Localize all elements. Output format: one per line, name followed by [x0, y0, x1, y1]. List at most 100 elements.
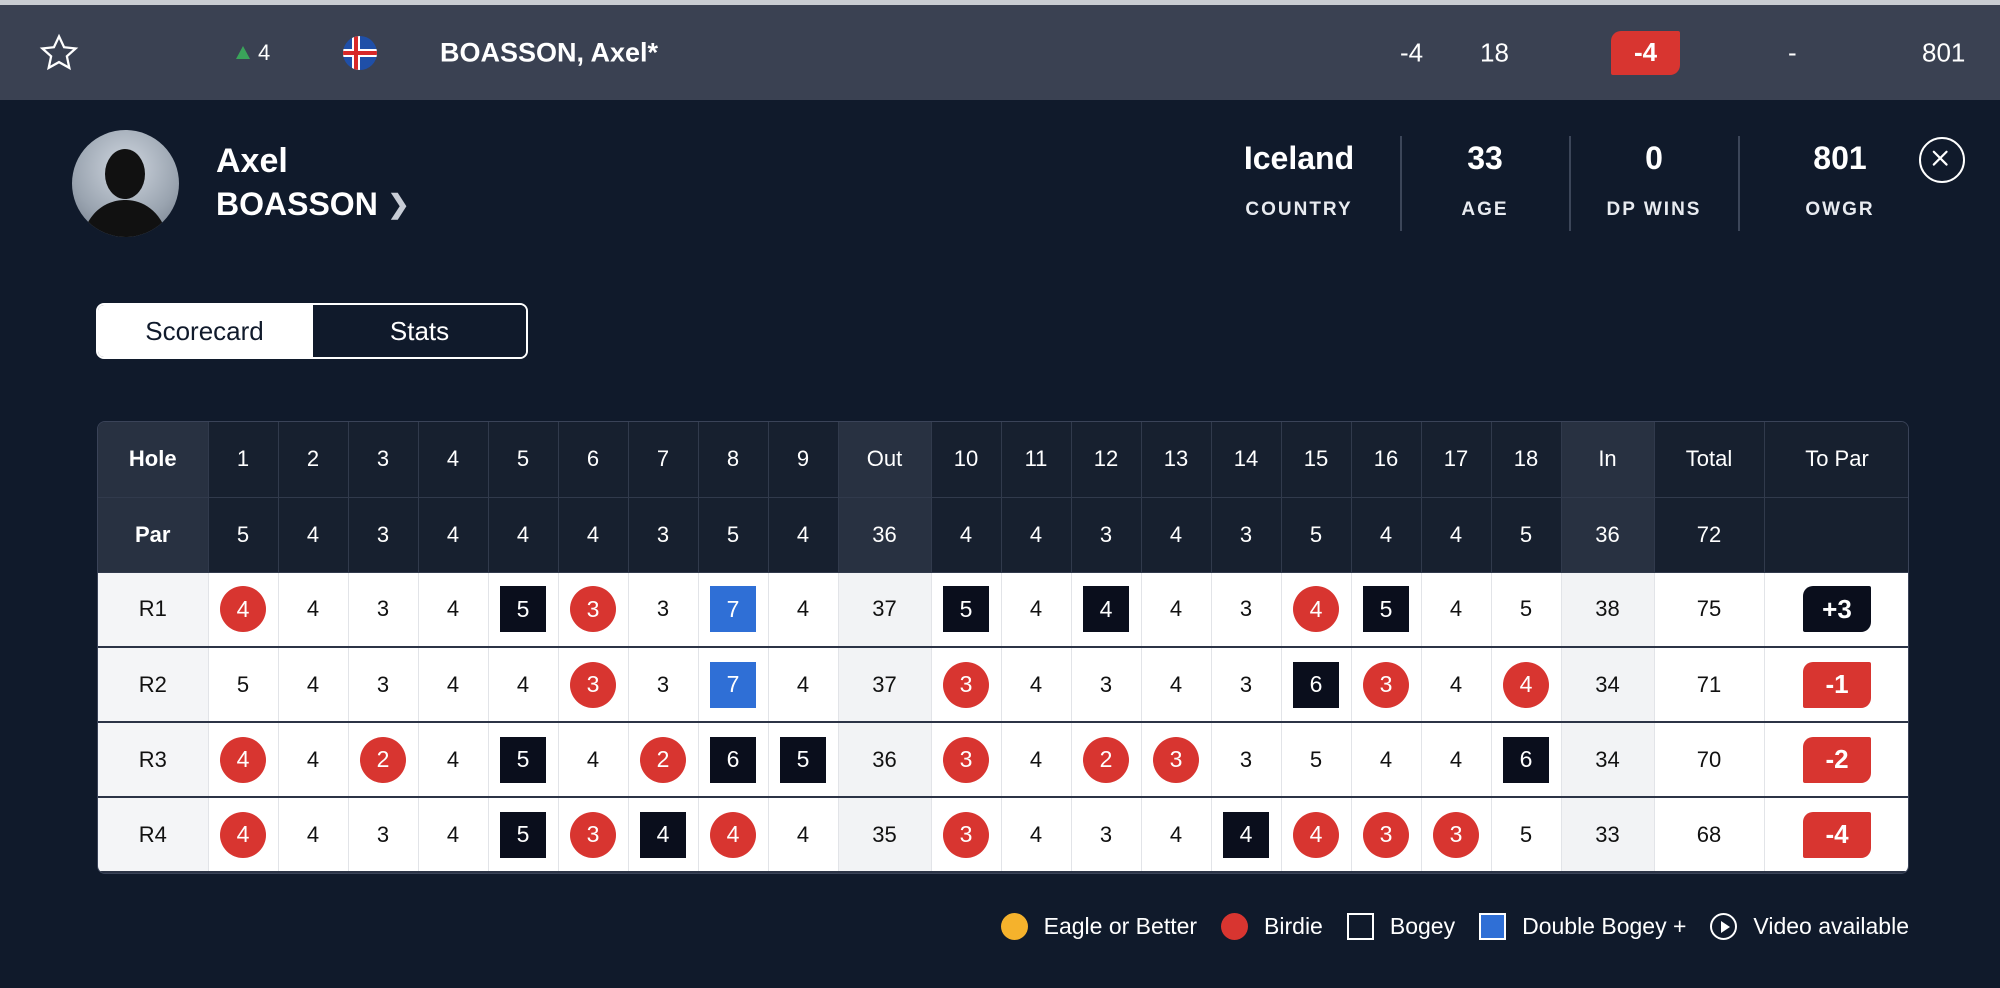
score-cell: 3 — [558, 572, 629, 648]
hole-header-cell: 8 — [698, 422, 769, 498]
tab-scorecard[interactable]: Scorecard — [98, 305, 311, 357]
birdie-score: 3 — [943, 661, 989, 708]
player-last-name: BOASSON — [216, 186, 378, 222]
hole-header-cell: 14 — [1211, 422, 1282, 498]
score-cell: 4 — [488, 647, 559, 723]
up-arrow-icon — [236, 46, 250, 59]
birdie-score: 3 — [570, 811, 616, 858]
score-cell: 4 — [768, 797, 839, 873]
legend-birdie: Birdie — [1221, 913, 1323, 940]
score-cell: 4 — [278, 797, 349, 873]
par-cell: 4 — [768, 497, 839, 573]
score-cell: 5 — [488, 722, 559, 798]
round-row: R1 4 4 3 4 5 3 3 7 4 37 5 4 4 4 3 4 5 4 5 38 75 +3 — [98, 572, 1908, 648]
score-cell: 4 — [1351, 722, 1422, 798]
star-icon[interactable] — [38, 32, 80, 74]
player-first-name: Axel — [216, 142, 288, 180]
double-bogey-score: 7 — [710, 661, 756, 708]
birdie-score: 4 — [1293, 586, 1339, 633]
scorecard-stats-toggle: Scorecard Stats — [96, 303, 528, 359]
player-profile-link[interactable]: BOASSON ❯ — [216, 186, 410, 223]
to-par-badge: -1 — [1803, 661, 1871, 708]
score-cell: 5 — [1491, 572, 1562, 648]
score-cell: 4 — [1491, 647, 1562, 723]
scorecard-legend: Eagle or Better Birdie Bogey Double Boge… — [977, 913, 1909, 940]
score-cell: 4 — [1281, 797, 1352, 873]
round-row: R4 4 4 3 4 5 3 4 4 4 35 3 4 3 4 4 4 3 3 5 33 68 -4 — [98, 797, 1908, 873]
round-label: R2 — [98, 647, 209, 723]
to-par-badge: -2 — [1803, 736, 1871, 783]
score-cell: 4 — [1421, 647, 1492, 723]
score-cell: 4 — [1141, 797, 1212, 873]
hole-header-cell: To Par — [1764, 422, 1908, 498]
leaderboard-row[interactable]: 4 BOASSON, Axel* -4 18 -4 - 801 — [0, 0, 2000, 100]
avatar — [72, 130, 179, 237]
score-cell: 3 — [558, 647, 629, 723]
hole-header-cell: 10 — [931, 422, 1002, 498]
score-cell: 5 — [768, 722, 839, 798]
birdie-score: 4 — [1503, 661, 1549, 708]
stat-age: 33 AGE — [1400, 140, 1570, 221]
thru-holes: 18 — [1480, 37, 1509, 67]
score-cell: 5 — [1351, 572, 1422, 648]
par-cell: 3 — [628, 497, 699, 573]
stat-label: COUNTRY — [1245, 199, 1353, 220]
subtotal-cell: 36 — [838, 722, 932, 798]
par-cell: 4 — [488, 497, 559, 573]
hole-header-cell: 11 — [1001, 422, 1072, 498]
score-cell: 3 — [628, 572, 699, 648]
score-cell: 3 — [1351, 797, 1422, 873]
score-cell: 3 — [1211, 572, 1282, 648]
par-cell: 3 — [1211, 497, 1282, 573]
score-cell: 4 — [628, 797, 699, 873]
round-row: R2 5 4 3 4 4 3 3 7 4 37 3 4 3 4 3 6 3 4 4 34 71 -1 — [98, 647, 1908, 723]
hole-header-cell: 2 — [278, 422, 349, 498]
score-cell: 5 — [1491, 797, 1562, 873]
close-icon — [1932, 150, 1948, 166]
hole-header-cell: 18 — [1491, 422, 1562, 498]
legend-label: Video available — [1753, 913, 1909, 939]
score-cell: 2 — [348, 722, 419, 798]
score-cell: 4 — [1141, 647, 1212, 723]
legend-label: Double Bogey + — [1522, 913, 1687, 939]
score-cell: 3 — [1351, 647, 1422, 723]
bogey-score: 6 — [1293, 661, 1339, 708]
birdie-score: 2 — [360, 736, 406, 783]
score-cell: 5 — [208, 647, 279, 723]
subtotal-cell: 37 — [838, 572, 932, 648]
to-par-cell: +3 — [1764, 572, 1908, 648]
birdie-score: 4 — [1293, 811, 1339, 858]
round-label: R4 — [98, 797, 209, 873]
score-cell: 5 — [931, 572, 1002, 648]
bogey-score: 5 — [500, 736, 546, 783]
legend-label: Bogey — [1389, 913, 1456, 939]
score-cell: 4 — [1001, 797, 1072, 873]
total-cell: 71 — [1654, 647, 1765, 723]
par-cell: 5 — [1491, 497, 1562, 573]
par-cell: 36 — [838, 497, 932, 573]
double-bogey-marker-icon — [1479, 913, 1507, 940]
birdie-score: 4 — [220, 736, 266, 783]
birdie-score: 3 — [570, 661, 616, 708]
stat-value: 33 — [1467, 140, 1503, 176]
score-cell: 5 — [488, 797, 559, 873]
hole-header-cell: 3 — [348, 422, 419, 498]
close-button[interactable] — [1919, 137, 1965, 183]
score-cell: 3 — [1141, 722, 1212, 798]
round-label: R3 — [98, 722, 209, 798]
bogey-score: 6 — [710, 736, 756, 783]
hole-header-cell: 1 — [208, 422, 279, 498]
score-cell: 3 — [1211, 722, 1282, 798]
to-par-cell: -4 — [1764, 797, 1908, 873]
score-cell: 4 — [1001, 647, 1072, 723]
tab-stats[interactable]: Stats — [311, 305, 526, 357]
subtotal-cell: 33 — [1561, 797, 1655, 873]
position-movement: 4 — [236, 40, 270, 66]
round-row: R3 4 4 2 4 5 4 2 6 5 36 3 4 2 3 3 5 4 4 6 34 70 -2 — [98, 722, 1908, 798]
birdie-score: 3 — [1153, 736, 1199, 783]
par-cell: 72 — [1654, 497, 1765, 573]
score-cell: 4 — [1281, 572, 1352, 648]
par-cell: 5 — [1281, 497, 1352, 573]
legend-label: Birdie — [1264, 913, 1323, 939]
player-name[interactable]: BOASSON, Axel* — [440, 37, 659, 67]
